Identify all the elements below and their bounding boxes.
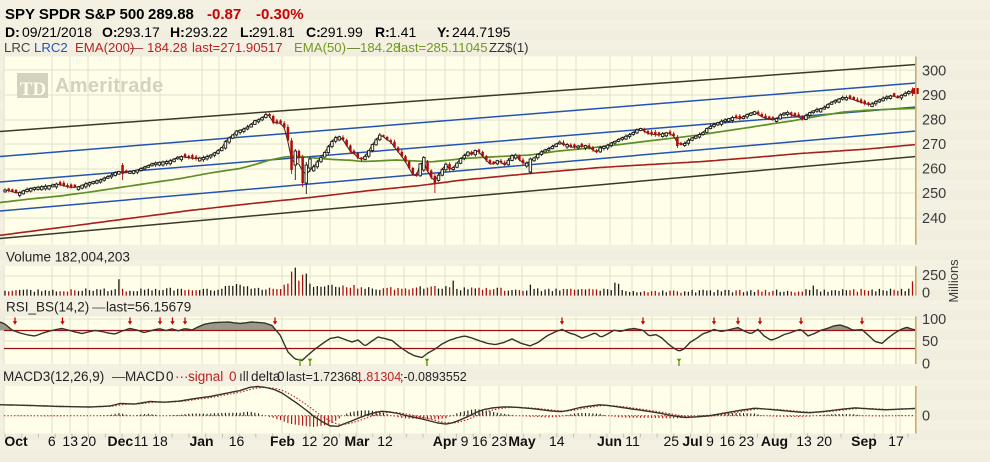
svg-text:Jun: Jun [597,433,622,449]
svg-text:SPY SPDR S&P 500: SPY SPDR S&P 500 [5,6,145,23]
svg-text:-0.87: -0.87 [207,6,241,23]
svg-text:0: 0 [922,357,930,373]
svg-text:270: 270 [922,137,946,153]
svg-text:184.28: 184.28 [147,40,187,55]
svg-text:11: 11 [625,433,640,449]
svg-text:260: 260 [922,162,946,178]
svg-text:—: — [347,40,361,55]
svg-text:RSI_BS(14,2): RSI_BS(14,2) [6,300,89,315]
svg-text:20: 20 [323,433,339,449]
svg-text:O:: O: [102,24,118,40]
svg-text:delta: delta [251,369,281,384]
svg-text:last=1.72368;: last=1.72368; [286,370,361,384]
svg-text:last=271.90517: last=271.90517 [192,40,283,55]
svg-text:ZZ$(1): ZZ$(1) [489,40,529,55]
svg-text:Apr: Apr [433,433,458,449]
svg-text:last=56.15679: last=56.15679 [106,300,191,315]
svg-text:17: 17 [888,433,904,449]
svg-text:293.22: 293.22 [185,24,228,40]
svg-text:Aug: Aug [761,433,788,449]
svg-text:100: 100 [922,312,946,328]
svg-text:0: 0 [166,369,174,384]
svg-text:184.28: 184.28 [360,40,400,55]
svg-text:244.7195: 244.7195 [452,24,511,40]
svg-text:13: 13 [796,433,812,449]
svg-text:LRC2: LRC2 [34,40,68,55]
svg-text:23: 23 [491,433,507,449]
svg-text:291.99: 291.99 [320,24,363,40]
svg-text:0: 0 [922,286,930,302]
svg-text:16: 16 [229,433,245,449]
svg-text:20: 20 [817,433,833,449]
svg-text:signal: signal [188,369,223,384]
svg-text:50: 50 [922,334,938,350]
svg-text:13: 13 [62,433,78,449]
svg-text:250: 250 [922,268,946,284]
svg-text:Millions: Millions [946,259,961,303]
svg-text:····: ···· [175,369,193,384]
svg-text:9: 9 [706,433,714,449]
svg-text:H:: H: [170,24,185,40]
svg-text:240: 240 [922,211,946,227]
svg-text:9: 9 [461,433,469,449]
svg-text:09/21/2018: 09/21/2018 [22,24,92,40]
svg-text:1.41: 1.41 [389,24,416,40]
svg-text:Feb: Feb [270,433,295,449]
svg-text:MACD: MACD [125,369,165,384]
svg-text:289.88: 289.88 [148,6,194,23]
svg-text:18: 18 [152,433,168,449]
svg-text:0: 0 [922,409,930,425]
svg-text:Jan: Jan [189,433,213,449]
svg-text:Ameritrade: Ameritrade [55,75,164,97]
svg-text:LRC: LRC [4,40,31,55]
svg-text:R:: R: [375,24,390,40]
svg-text:Volume 182,004,203: Volume 182,004,203 [6,250,130,265]
svg-text:11: 11 [134,433,149,449]
svg-text:EMA(50): EMA(50) [294,40,346,55]
svg-text:ıll: ıll [239,369,249,384]
svg-text:D:: D: [5,24,20,40]
svg-text:25: 25 [664,433,680,449]
svg-text:Jul: Jul [682,433,702,449]
svg-text:293.17: 293.17 [117,24,160,40]
svg-text:last=285.11045: last=285.11045 [398,40,488,55]
svg-text:23: 23 [739,433,755,449]
svg-text:16: 16 [472,433,488,449]
svg-text:12: 12 [377,433,393,449]
svg-text:16: 16 [720,433,736,449]
svg-text:300: 300 [922,64,946,80]
svg-text:Dec: Dec [107,433,133,449]
svg-text:290: 290 [922,88,946,104]
svg-text:1.81304: 1.81304 [356,370,401,384]
svg-text:Sep: Sep [851,433,877,449]
svg-text:12: 12 [302,433,318,449]
svg-text:—: — [112,369,126,384]
svg-text:—: — [130,40,144,55]
svg-text:MACD3(12,26,9): MACD3(12,26,9) [3,369,104,384]
svg-text:May: May [508,433,535,449]
svg-text:L:: L: [240,24,253,40]
svg-text:TD: TD [20,79,46,100]
svg-text:—: — [92,300,106,315]
svg-text:20: 20 [81,433,97,449]
svg-text:280: 280 [922,113,946,129]
svg-text:Mar: Mar [345,433,370,449]
svg-text:0: 0 [277,369,285,384]
svg-text:250: 250 [922,186,946,202]
svg-text:6: 6 [48,433,56,449]
svg-text:Oct: Oct [4,433,28,449]
svg-text:C:: C: [306,24,321,40]
svg-text:-0.30%: -0.30% [256,6,304,23]
svg-text:;-0.0893552: ;-0.0893552 [400,370,467,384]
svg-text:0: 0 [229,369,237,384]
svg-text:14: 14 [549,433,565,449]
svg-text:EMA(200): EMA(200) [75,40,134,55]
svg-text:291.81: 291.81 [252,24,295,40]
svg-text:Y:: Y: [437,24,450,40]
